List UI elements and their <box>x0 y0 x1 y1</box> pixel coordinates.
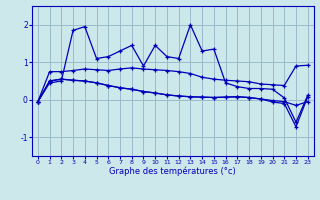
X-axis label: Graphe des températures (°c): Graphe des températures (°c) <box>109 167 236 176</box>
